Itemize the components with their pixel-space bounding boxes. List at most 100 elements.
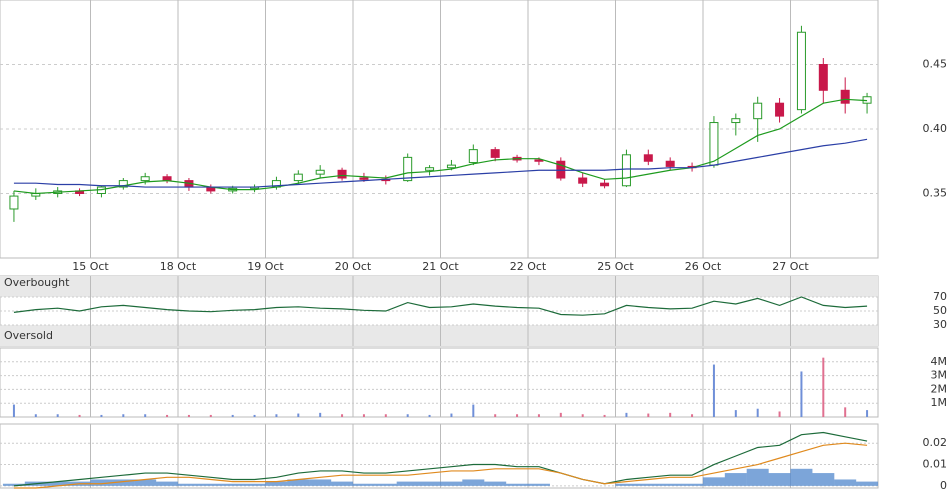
y-tick-label: 30 xyxy=(933,318,947,331)
candle-body xyxy=(534,159,544,162)
volume-bar xyxy=(78,414,81,417)
x-tick-label: 22 Oct xyxy=(510,260,547,273)
macd-histogram xyxy=(418,481,441,486)
volume-bar xyxy=(187,414,190,417)
volume-bar xyxy=(559,412,562,417)
macd-histogram xyxy=(156,481,179,486)
candle-body xyxy=(425,167,435,171)
macd-histogram xyxy=(724,473,747,486)
y-tick-label: 70 xyxy=(933,290,947,303)
volume-bar xyxy=(362,414,365,417)
volume-bar xyxy=(516,414,519,417)
x-tick-label: 18 Oct xyxy=(160,260,197,273)
macd-histogram xyxy=(615,483,638,486)
macd-histogram xyxy=(681,483,704,486)
volume-bar xyxy=(603,414,606,417)
macd-histogram xyxy=(702,477,725,486)
volume-bar xyxy=(647,413,650,417)
macd-histogram xyxy=(2,483,25,486)
indicator-line xyxy=(13,296,868,316)
candle-body xyxy=(775,102,785,117)
macd-histogram xyxy=(287,479,310,486)
volume-bar xyxy=(537,414,540,417)
candle-body xyxy=(403,156,413,182)
volume-bar xyxy=(384,414,387,417)
candle-body xyxy=(796,31,806,111)
macd-histogram xyxy=(46,481,69,486)
volume-bar xyxy=(625,412,628,417)
volume-bar xyxy=(122,414,125,417)
y-tick-label: 0.45 xyxy=(923,58,948,71)
volume-bar xyxy=(669,412,672,417)
macd-histogram xyxy=(790,468,813,486)
macd-histogram xyxy=(177,483,200,486)
macd-histogram xyxy=(199,483,222,486)
volume-bar xyxy=(428,414,431,417)
indicator-line xyxy=(13,431,868,487)
candle-body xyxy=(359,177,369,180)
candle-body xyxy=(337,169,347,179)
volume-bar xyxy=(297,413,300,417)
volume-bar xyxy=(341,414,344,417)
candle-body xyxy=(753,102,763,120)
candle-body xyxy=(446,164,456,169)
volume-bar xyxy=(756,408,759,417)
macd-histogram xyxy=(768,473,791,486)
candle-body xyxy=(556,160,566,179)
candle-body xyxy=(643,154,653,162)
x-tick-label: 27 Oct xyxy=(772,260,809,273)
macd-histogram xyxy=(309,479,332,486)
macd-histogram xyxy=(352,483,375,486)
macd-histogram xyxy=(462,479,485,486)
volume-bar xyxy=(253,414,256,417)
candle-body xyxy=(293,173,303,182)
volume-bar xyxy=(319,412,322,417)
candle-body xyxy=(600,182,610,187)
macd-histogram xyxy=(812,473,835,486)
macd-histogram xyxy=(484,481,507,486)
y-tick-label: 0.35 xyxy=(923,187,948,200)
macd-histogram xyxy=(396,481,419,486)
macd-histogram xyxy=(331,481,354,486)
x-tick-label: 25 Oct xyxy=(597,260,634,273)
candle-body xyxy=(731,118,741,124)
y-tick-label: 1M xyxy=(931,396,948,409)
x-tick-label: 21 Oct xyxy=(422,260,459,273)
rsi-band xyxy=(0,276,878,297)
indicator-line xyxy=(13,442,868,489)
candle-body xyxy=(840,89,850,104)
volume-bar xyxy=(275,414,278,417)
volume-bar xyxy=(472,404,475,417)
macd-histogram xyxy=(506,483,529,486)
macd-histogram xyxy=(134,479,157,486)
macd-histogram xyxy=(90,479,113,486)
candle-body xyxy=(578,177,588,184)
band-label: Oversold xyxy=(4,329,53,342)
indicator-line xyxy=(13,138,868,188)
macd-histogram xyxy=(112,479,135,486)
x-tick-label: 26 Oct xyxy=(685,260,722,273)
x-tick-label: 20 Oct xyxy=(335,260,372,273)
volume-bar xyxy=(56,414,59,417)
volume-bar xyxy=(800,371,803,417)
volume-bar xyxy=(734,410,737,417)
volume-bar xyxy=(822,357,825,417)
volume-bar xyxy=(450,413,453,417)
volume-bar xyxy=(34,414,37,417)
volume-bar xyxy=(406,414,409,417)
candle-body xyxy=(818,64,828,91)
volume-bar xyxy=(691,414,694,417)
macd-histogram xyxy=(440,481,463,486)
candle-body xyxy=(9,195,19,210)
macd-histogram xyxy=(221,483,244,486)
x-tick-label: 19 Oct xyxy=(247,260,284,273)
band-label: Overbought xyxy=(4,276,70,289)
rsi-band xyxy=(0,325,878,346)
candle-body xyxy=(468,149,478,164)
y-tick-label: 0.40 xyxy=(923,122,948,135)
volume-bar xyxy=(166,414,169,417)
y-tick-label: 4M xyxy=(931,355,948,368)
macd-histogram xyxy=(834,479,857,486)
